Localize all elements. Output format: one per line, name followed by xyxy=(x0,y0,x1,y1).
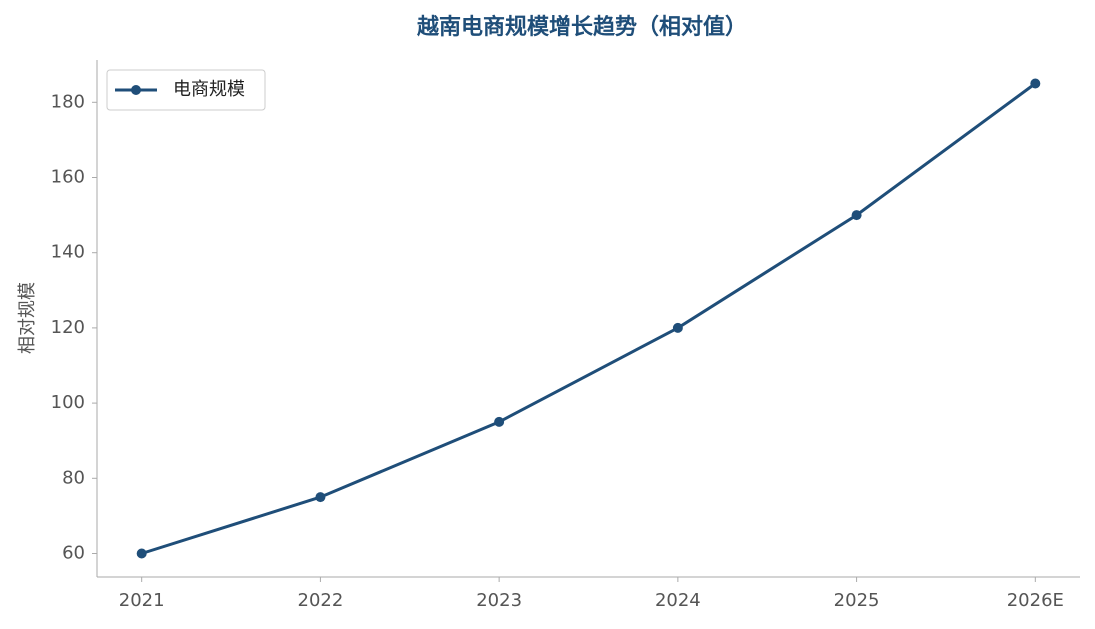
point xyxy=(136,548,147,559)
point xyxy=(1030,78,1041,89)
x-tick-label: 2025 xyxy=(834,590,880,611)
x-tick-label: 2022 xyxy=(298,590,344,611)
y-axis-label: 相对规模 xyxy=(17,282,38,354)
x-tick-label: 2024 xyxy=(655,590,701,611)
point xyxy=(494,416,505,427)
legend-label: 电商规模 xyxy=(173,79,245,100)
y-tick-label: 180 xyxy=(51,91,85,112)
x-tick-label: 2023 xyxy=(476,590,522,611)
y-tick-label: 160 xyxy=(51,167,85,188)
point xyxy=(672,322,683,333)
y-tick-label: 120 xyxy=(51,317,85,338)
y-tick-label: 60 xyxy=(62,543,85,564)
x-tick-label: 2026E xyxy=(1007,590,1064,611)
chart-title: 越南电商规模增长趋势（相对值） xyxy=(416,14,747,40)
y-tick-label: 100 xyxy=(51,392,85,413)
point xyxy=(851,210,862,221)
line xyxy=(141,82,1037,555)
y-tick-label: 80 xyxy=(62,467,85,488)
x-tick-label: 2021 xyxy=(119,590,165,611)
legend-box xyxy=(106,69,266,111)
point xyxy=(315,492,326,503)
y-tick-label: 140 xyxy=(51,242,85,263)
legend-marker xyxy=(131,85,141,95)
